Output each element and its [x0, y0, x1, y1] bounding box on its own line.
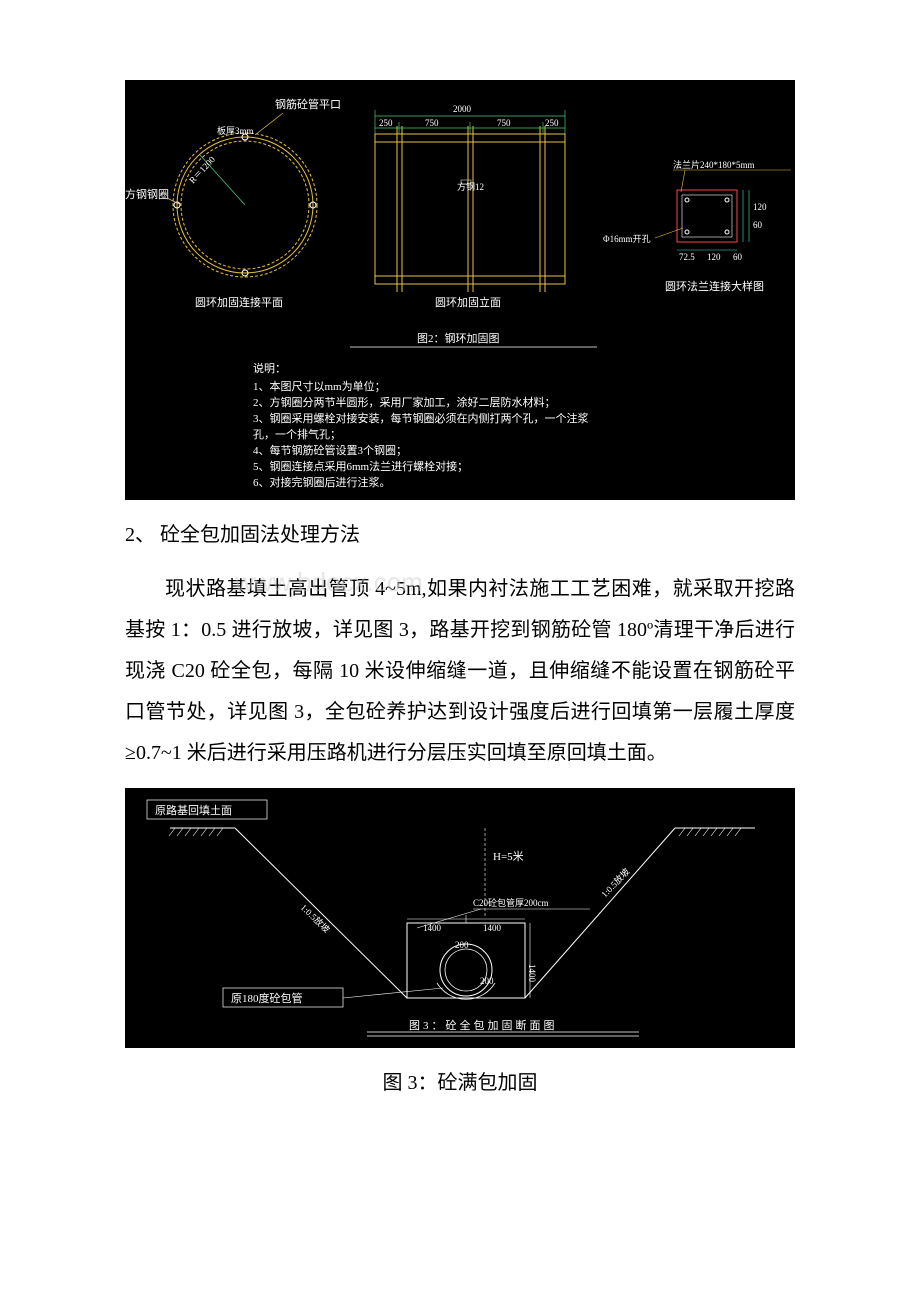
flange-detail: 120 60 72.5 120 60 法兰片240*180*5mm Φ16mm开… — [603, 159, 791, 262]
figure-1-steel-ring: R＝1200 钢筋砼管平口 板厚3mm 方钢钢圈 圆环加固连接平面 — [125, 80, 795, 500]
note-2: 2、方钢圈分两节半圆形，采用厂家加工，涂好二层防水材料； — [253, 395, 556, 409]
note-3b: 孔，一个排气孔； — [253, 427, 341, 441]
dim-1400-l: 1400 — [423, 923, 442, 933]
paragraph-container: www.bdocx.com 现状路基填土高出管顶 4~5m,如果内衬法施工工艺困… — [125, 569, 795, 774]
elevation-caption: 圆环加固立面 — [435, 295, 501, 309]
dim-1400-v: 1400 — [527, 964, 537, 983]
c20-label: C20砼包管厚200cm — [473, 897, 549, 908]
dim-200-top: 200 — [455, 940, 469, 950]
dim-750-r: 750 — [497, 118, 511, 128]
dim-1400-r: 1400 — [483, 923, 502, 933]
plate-thickness-label: 板厚3mm — [217, 125, 254, 136]
hole-label: Φ16mm开孔 — [603, 234, 651, 244]
original-surface-label: 原路基回填土面 — [155, 803, 232, 817]
dim-120-b: 120 — [707, 252, 721, 262]
flange-piece-label: 法兰片240*180*5mm — [673, 159, 755, 170]
flange-detail-caption: 圆环法兰连接大样图 — [665, 279, 764, 293]
circle-plan-caption: 圆环加固连接平面 — [195, 296, 283, 309]
figure1-title: 图2：钢环加固图 — [417, 332, 500, 345]
note-4: 4、每节钢筋砼管设置3个钢圈； — [253, 443, 407, 457]
elevation-view: 2000 250 750 750 250 方钢12 — [375, 104, 565, 292]
notes-heading: 说明： — [253, 361, 286, 375]
slope-left-label: 1:0.5放坡 — [299, 902, 333, 935]
figure-2-svg: 原路基回填土面 1:0.5放坡 1:0.5放坡 H=5米 C20砼包管厚200c… — [125, 788, 795, 1048]
flat-mouth-label: 钢筋砼管平口 — [275, 97, 341, 111]
dim-200-side: 200 — [480, 976, 494, 986]
dim-60-b: 60 — [733, 252, 743, 262]
dim-2000: 2000 — [453, 104, 472, 114]
document-page: R＝1200 钢筋砼管平口 板厚3mm 方钢钢圈 圆环加固连接平面 — [0, 0, 920, 1135]
h5m-label: H=5米 — [493, 850, 524, 863]
dim-60-a: 60 — [753, 220, 763, 230]
original-180-label: 原180度砼包管 — [231, 991, 303, 1005]
dim-250-r: 250 — [545, 118, 559, 128]
note-6: 6、对接完钢圈后进行注浆。 — [253, 475, 391, 489]
circle-plan-view: R＝1200 — [173, 133, 317, 277]
note-3: 3、钢圈采用螺栓对接安装，每节钢圈必须在内侧打两个孔，一个注浆 — [253, 411, 589, 425]
figure-2-caption: 图 3：砼满包加固 — [125, 1066, 795, 1095]
figure2-title: 图3：砼全包加固断面图 — [409, 1018, 558, 1032]
dim-120-a: 120 — [753, 202, 767, 212]
figure-2-encasement: 原路基回填土面 1:0.5放坡 1:0.5放坡 H=5米 C20砼包管厚200c… — [125, 788, 795, 1048]
dim-250-l: 250 — [379, 118, 393, 128]
dim-72-5: 72.5 — [679, 252, 695, 262]
dim-750-l: 750 — [425, 118, 439, 128]
note-1: 1、本图尺寸以mm为单位； — [253, 379, 386, 393]
note-5: 5、钢圈连接点采用6mm法兰进行螺栓对接； — [253, 459, 468, 473]
notes-block: 说明： 1、本图尺寸以mm为单位； 2、方钢圈分两节半圆形，采用厂家加工，涂好二… — [253, 361, 589, 489]
section-2-heading: 2、 砼全包加固法处理方法 — [125, 518, 795, 547]
section-2-paragraph: 现状路基填土高出管顶 4~5m,如果内衬法施工工艺困难，就采取开挖路基按 1：0… — [125, 569, 795, 774]
figure-1-svg: R＝1200 钢筋砼管平口 板厚3mm 方钢钢圈 圆环加固连接平面 — [125, 80, 795, 500]
square-ring-label: 方钢钢圈 — [125, 187, 169, 201]
